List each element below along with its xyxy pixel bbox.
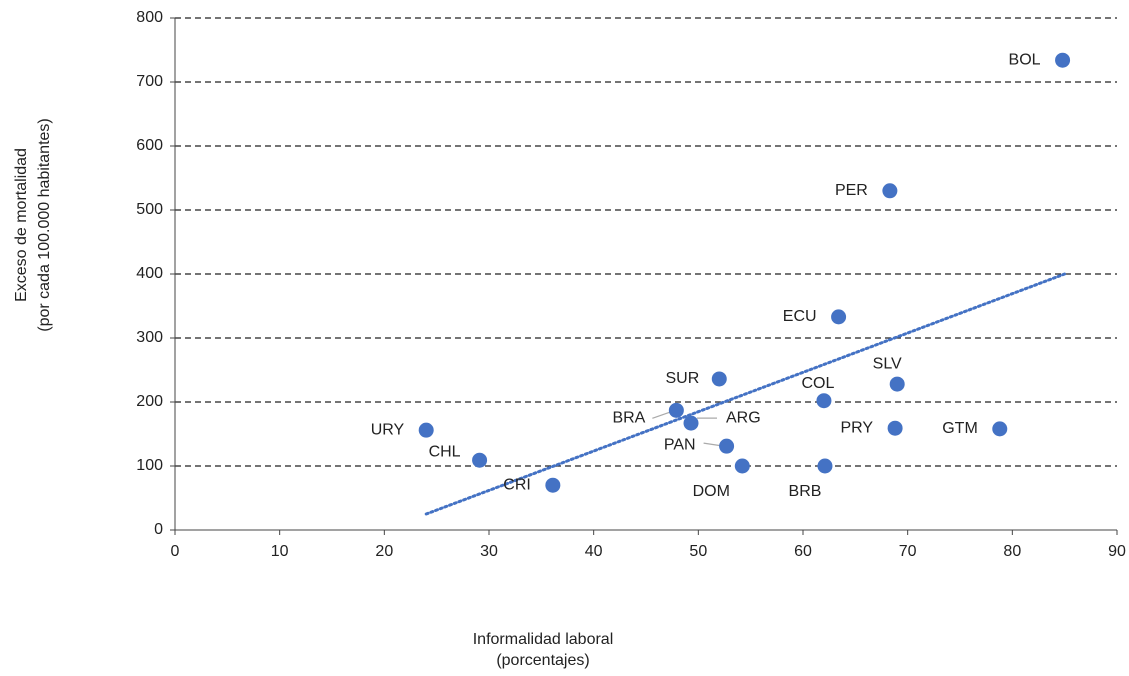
point bbox=[683, 415, 699, 431]
y-tick-label: 800 bbox=[136, 9, 163, 26]
y-tick-label: 200 bbox=[136, 393, 163, 410]
x-tick-label: 0 bbox=[171, 543, 180, 560]
point-label: ECU bbox=[783, 308, 817, 325]
point bbox=[882, 183, 898, 199]
x-tick-label: 80 bbox=[1003, 543, 1021, 560]
y-tick-label: 100 bbox=[136, 457, 163, 474]
point-label: BOL bbox=[1009, 51, 1041, 68]
y-tick-label: 700 bbox=[136, 73, 163, 90]
point-label: PAN bbox=[664, 436, 696, 453]
point bbox=[472, 452, 488, 468]
point-label: BRB bbox=[789, 483, 822, 500]
point-label: SLV bbox=[873, 355, 902, 372]
y-tick-label: 300 bbox=[136, 329, 163, 346]
x-tick-label: 90 bbox=[1108, 543, 1126, 560]
point bbox=[545, 477, 561, 493]
point-label: COL bbox=[801, 375, 834, 392]
point-label: DOM bbox=[693, 483, 730, 500]
point bbox=[817, 458, 833, 474]
x-tick-label: 50 bbox=[689, 543, 707, 560]
x-tick-label: 30 bbox=[480, 543, 498, 560]
point-label: ARG bbox=[726, 409, 761, 426]
point bbox=[992, 421, 1008, 437]
point-label: PER bbox=[835, 182, 868, 199]
point bbox=[719, 438, 735, 454]
x-tick-label: 60 bbox=[794, 543, 812, 560]
point bbox=[668, 402, 684, 418]
point-label: CRI bbox=[503, 476, 531, 493]
x-axis-label: Informalidad laboral bbox=[473, 631, 614, 648]
point bbox=[816, 393, 832, 409]
y-axis-label: Exceso de mortalidad bbox=[13, 148, 30, 302]
x-tick-label: 40 bbox=[585, 543, 603, 560]
x-tick-label: 20 bbox=[375, 543, 393, 560]
leader-line bbox=[652, 410, 673, 419]
x-tick-label: 70 bbox=[899, 543, 917, 560]
y-tick-label: 0 bbox=[154, 521, 163, 538]
x-tick-label: 10 bbox=[271, 543, 289, 560]
point bbox=[887, 420, 903, 436]
point bbox=[418, 422, 434, 438]
x-axis-label: (porcentajes) bbox=[496, 652, 589, 669]
point-label: CHL bbox=[429, 443, 461, 460]
y-tick-label: 500 bbox=[136, 201, 163, 218]
point-label: BRA bbox=[612, 410, 645, 427]
point-label: PRY bbox=[840, 419, 873, 436]
y-tick-label: 600 bbox=[136, 137, 163, 154]
point bbox=[831, 309, 847, 325]
point bbox=[711, 371, 727, 387]
point-label: SUR bbox=[665, 370, 699, 387]
point bbox=[889, 376, 905, 392]
point-label: GTM bbox=[942, 420, 978, 437]
y-axis-label: (por cada 100.000 habitantes) bbox=[36, 118, 53, 331]
point bbox=[1055, 52, 1071, 68]
trendline bbox=[424, 272, 1067, 516]
y-tick-label: 400 bbox=[136, 265, 163, 282]
point-label: URY bbox=[371, 421, 405, 438]
point bbox=[734, 458, 750, 474]
